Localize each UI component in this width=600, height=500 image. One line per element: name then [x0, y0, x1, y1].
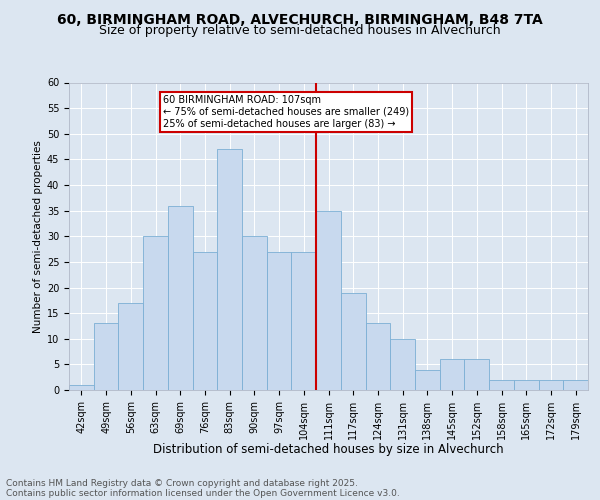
- Text: 60, BIRMINGHAM ROAD, ALVECHURCH, BIRMINGHAM, B48 7TA: 60, BIRMINGHAM ROAD, ALVECHURCH, BIRMING…: [57, 12, 543, 26]
- Bar: [118, 303, 143, 390]
- Bar: [365, 324, 390, 390]
- Bar: [390, 339, 415, 390]
- Text: Contains public sector information licensed under the Open Government Licence v3: Contains public sector information licen…: [6, 488, 400, 498]
- Text: Size of property relative to semi-detached houses in Alvechurch: Size of property relative to semi-detach…: [99, 24, 501, 37]
- Bar: [267, 252, 292, 390]
- Bar: [242, 236, 267, 390]
- Text: 60 BIRMINGHAM ROAD: 107sqm
← 75% of semi-detached houses are smaller (249)
25% o: 60 BIRMINGHAM ROAD: 107sqm ← 75% of semi…: [163, 96, 409, 128]
- Bar: [69, 385, 94, 390]
- Bar: [489, 380, 514, 390]
- Y-axis label: Number of semi-detached properties: Number of semi-detached properties: [32, 140, 43, 332]
- Bar: [292, 252, 316, 390]
- Bar: [316, 210, 341, 390]
- Bar: [415, 370, 440, 390]
- Bar: [539, 380, 563, 390]
- Bar: [514, 380, 539, 390]
- Bar: [168, 206, 193, 390]
- Bar: [94, 324, 118, 390]
- Bar: [563, 380, 588, 390]
- Bar: [217, 149, 242, 390]
- Bar: [341, 292, 365, 390]
- Bar: [143, 236, 168, 390]
- X-axis label: Distribution of semi-detached houses by size in Alvechurch: Distribution of semi-detached houses by …: [153, 444, 504, 456]
- Bar: [193, 252, 217, 390]
- Bar: [464, 359, 489, 390]
- Bar: [440, 359, 464, 390]
- Text: Contains HM Land Registry data © Crown copyright and database right 2025.: Contains HM Land Registry data © Crown c…: [6, 478, 358, 488]
